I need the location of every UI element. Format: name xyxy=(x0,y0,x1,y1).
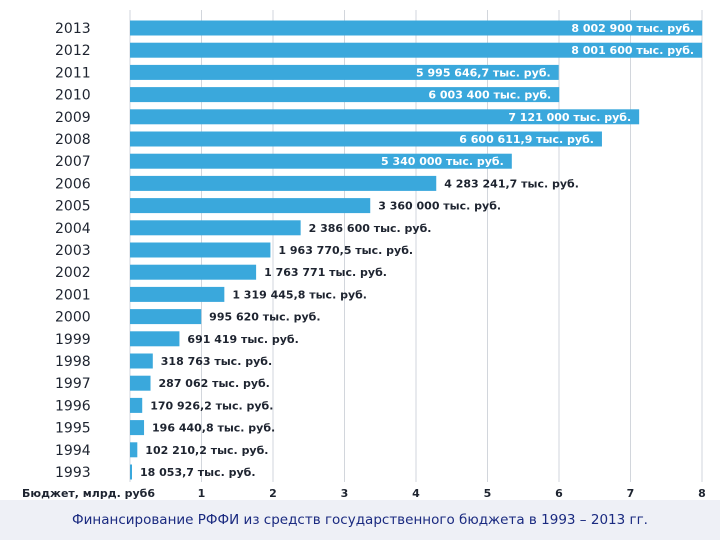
year-label-2010: 2010 xyxy=(55,88,91,104)
bar-2007 xyxy=(130,153,512,169)
x-tick-3: 3 xyxy=(341,487,349,500)
data-label-2008: 6 600 611,9 тыс. руб. xyxy=(459,133,594,146)
data-label-2012: 8 001 600 тыс. руб. xyxy=(571,44,694,57)
bar-1994 xyxy=(130,442,138,458)
year-label-2007: 2007 xyxy=(55,154,91,170)
bar-2009 xyxy=(130,109,640,125)
bar-1995 xyxy=(130,420,145,436)
data-label-2002: 1 763 771 тыс. руб. xyxy=(264,266,387,279)
bar-2000 xyxy=(130,309,202,325)
x-axis-label: Бюджет, млрд. руб6 xyxy=(22,487,155,500)
year-label-1997: 1997 xyxy=(55,376,91,392)
bar-1993 xyxy=(130,464,132,480)
data-label-2009: 7 121 000 тыс. руб. xyxy=(508,111,631,124)
bar-2012 xyxy=(130,42,703,58)
data-label-2005: 3 360 000 тыс. руб. xyxy=(378,200,501,213)
bar-1999 xyxy=(130,331,180,347)
data-label-1999: 691 419 тыс. руб. xyxy=(187,333,298,346)
year-label-1996: 1996 xyxy=(55,398,91,414)
data-label-1997: 287 062 тыс. руб. xyxy=(159,377,270,390)
x-tick-6: 6 xyxy=(555,487,563,500)
data-label-2006: 4 283 241,7 тыс. руб. xyxy=(444,177,579,190)
data-label-2011: 5 995 646,7 тыс. руб. xyxy=(416,66,551,79)
bar-1998 xyxy=(130,353,153,369)
bar-1996 xyxy=(130,397,143,413)
data-label-2001: 1 319 445,8 тыс. руб. xyxy=(232,288,367,301)
year-label-2000: 2000 xyxy=(55,310,91,326)
x-tick-8: 8 xyxy=(698,487,706,500)
year-label-2011: 2011 xyxy=(55,65,91,81)
data-label-2000: 995 620 тыс. руб. xyxy=(209,311,320,324)
data-label-2004: 2 386 600 тыс. руб. xyxy=(309,222,432,235)
year-label-2008: 2008 xyxy=(55,132,91,148)
data-label-1994: 102 210,2 тыс. руб. xyxy=(145,444,268,457)
year-label-1999: 1999 xyxy=(55,332,91,348)
data-label-1995: 196 440,8 тыс. руб. xyxy=(152,422,275,435)
x-tick-4: 4 xyxy=(412,487,420,500)
bar-2010 xyxy=(130,87,560,103)
year-label-2004: 2004 xyxy=(55,221,91,237)
year-label-1995: 1995 xyxy=(55,421,91,437)
data-label-1996: 170 926,2 тыс. руб. xyxy=(150,399,273,412)
year-label-2001: 2001 xyxy=(55,287,91,303)
bar-2008 xyxy=(130,131,602,147)
x-tick-5: 5 xyxy=(484,487,492,500)
chart-caption: Финансирование РФФИ из средств государст… xyxy=(0,500,720,540)
data-label-1998: 318 763 тыс. руб. xyxy=(161,355,272,368)
bar-1997 xyxy=(130,375,151,391)
year-label-2005: 2005 xyxy=(55,199,91,215)
year-label-2012: 2012 xyxy=(55,43,91,59)
x-tick-7: 7 xyxy=(627,487,635,500)
year-label-2002: 2002 xyxy=(55,265,91,281)
year-label-2013: 2013 xyxy=(55,21,91,37)
bar-2005 xyxy=(130,198,371,214)
data-label-1993: 18 053,7 тыс. руб. xyxy=(140,466,256,479)
year-label-1993: 1993 xyxy=(55,465,91,481)
year-label-2006: 2006 xyxy=(55,176,91,192)
year-label-2003: 2003 xyxy=(55,243,91,259)
data-label-2010: 6 003 400 тыс. руб. xyxy=(428,89,551,102)
year-label-1994: 1994 xyxy=(55,443,91,459)
x-tick-1: 1 xyxy=(198,487,206,500)
bar-2004 xyxy=(130,220,301,236)
data-label-2003: 1 963 770,5 тыс. руб. xyxy=(278,244,413,257)
year-label-1998: 1998 xyxy=(55,354,91,370)
bar-2003 xyxy=(130,242,271,258)
bar-2002 xyxy=(130,264,257,280)
data-label-2013: 8 002 900 тыс. руб. xyxy=(571,22,694,35)
bar-2013 xyxy=(130,20,703,36)
data-label-2007: 5 340 000 тыс. руб. xyxy=(381,155,504,168)
bar-2006 xyxy=(130,175,437,191)
x-tick-2: 2 xyxy=(269,487,277,500)
year-label-2009: 2009 xyxy=(55,110,91,126)
budget-bar-chart: 2013 8 002 900 тыс. руб. 2012 8 001 600 тыс… xyxy=(22,10,706,500)
bar-2011 xyxy=(130,64,559,80)
bar-2001 xyxy=(130,286,225,302)
